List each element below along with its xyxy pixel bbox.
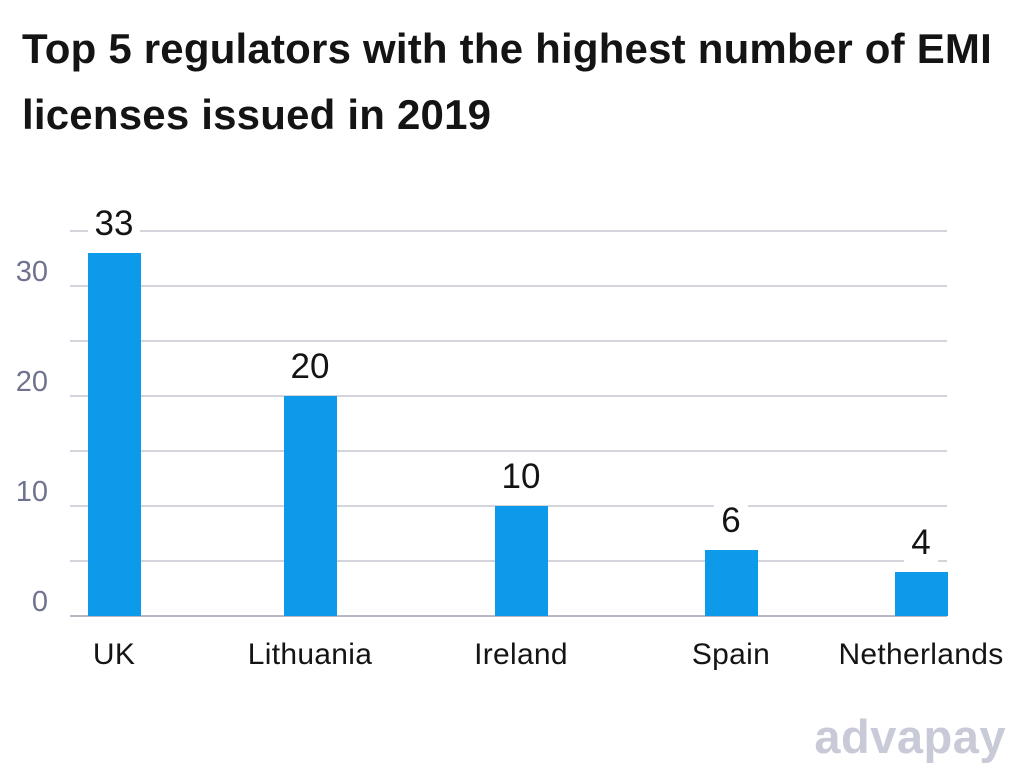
gridline — [70, 285, 947, 287]
value-label-text: 33 — [87, 204, 141, 243]
chart-title: Top 5 regulators with the highest number… — [22, 25, 992, 138]
y-axis-tick-label: 30 — [15, 256, 48, 288]
y-axis-tick-label: 20 — [15, 366, 48, 398]
y-axis-tick-label: 10 — [15, 476, 48, 508]
value-label-spain: 6 — [661, 501, 801, 540]
x-axis-line — [70, 615, 947, 617]
gridline — [70, 340, 947, 342]
gridline — [70, 230, 947, 232]
bar-ireland — [494, 506, 548, 616]
value-label-netherlands: 4 — [851, 523, 991, 562]
x-axis-label-ireland: Ireland — [474, 638, 568, 671]
y-axis-tick-label: 0 — [31, 586, 48, 618]
value-label-text: 6 — [714, 501, 748, 540]
advapay-logo: advapay — [814, 710, 1006, 763]
value-label-text: 20 — [283, 347, 337, 386]
value-label-text: 10 — [494, 457, 548, 496]
value-label-lithuania: 20 — [240, 347, 380, 386]
gridline — [70, 450, 947, 452]
bar-spain — [704, 550, 758, 616]
gridline — [70, 505, 947, 507]
value-label-ireland: 10 — [451, 457, 591, 496]
value-label-text: 4 — [904, 523, 938, 562]
value-label-uk: 33 — [44, 204, 184, 243]
bar-lithuania — [283, 396, 337, 616]
x-axis-label-lithuania: Lithuania — [247, 638, 373, 671]
bar-uk — [87, 253, 141, 616]
bar-netherlands — [894, 572, 948, 616]
x-axis-label-netherlands: Netherlands — [838, 638, 1004, 671]
x-axis-label-uk: UK — [92, 638, 136, 671]
x-axis-label-spain: Spain — [691, 638, 771, 671]
gridline — [70, 395, 947, 397]
